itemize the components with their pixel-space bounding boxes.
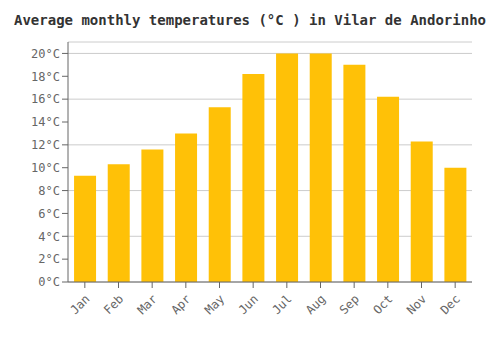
- svg-text:14°C: 14°C: [31, 115, 60, 129]
- svg-text:12°C: 12°C: [31, 138, 60, 152]
- svg-text:Dec: Dec: [438, 292, 463, 317]
- svg-text:Feb: Feb: [101, 292, 126, 317]
- svg-text:0°C: 0°C: [38, 275, 60, 289]
- svg-text:Jan: Jan: [67, 292, 92, 317]
- html-text:Average monthly temperatures (: Average monthly temperatures (°C ) in Vi…: [14, 12, 486, 28]
- svg-text:Nov: Nov: [404, 292, 429, 317]
- svg-text:18°C: 18°C: [31, 70, 60, 84]
- svg-text:Sep: Sep: [337, 292, 362, 317]
- svg-text:10°C: 10°C: [31, 161, 60, 175]
- svg-text:4°C: 4°C: [38, 230, 60, 244]
- svg-text:Oct: Oct: [370, 292, 395, 317]
- svg-text:20°C: 20°C: [31, 47, 60, 61]
- svg-text:May: May: [202, 292, 227, 317]
- svg-text:Mar: Mar: [135, 292, 160, 317]
- svg-text:2°C: 2°C: [38, 252, 60, 266]
- svg-text:Jul: Jul: [269, 292, 294, 317]
- svg-text:8°C: 8°C: [38, 184, 60, 198]
- svg-text:Apr: Apr: [168, 292, 193, 317]
- svg-text:6°C: 6°C: [38, 207, 60, 221]
- svg-text:Jun: Jun: [236, 292, 261, 317]
- svg-text:Aug: Aug: [303, 292, 328, 317]
- svg-text:16°C: 16°C: [31, 92, 60, 106]
